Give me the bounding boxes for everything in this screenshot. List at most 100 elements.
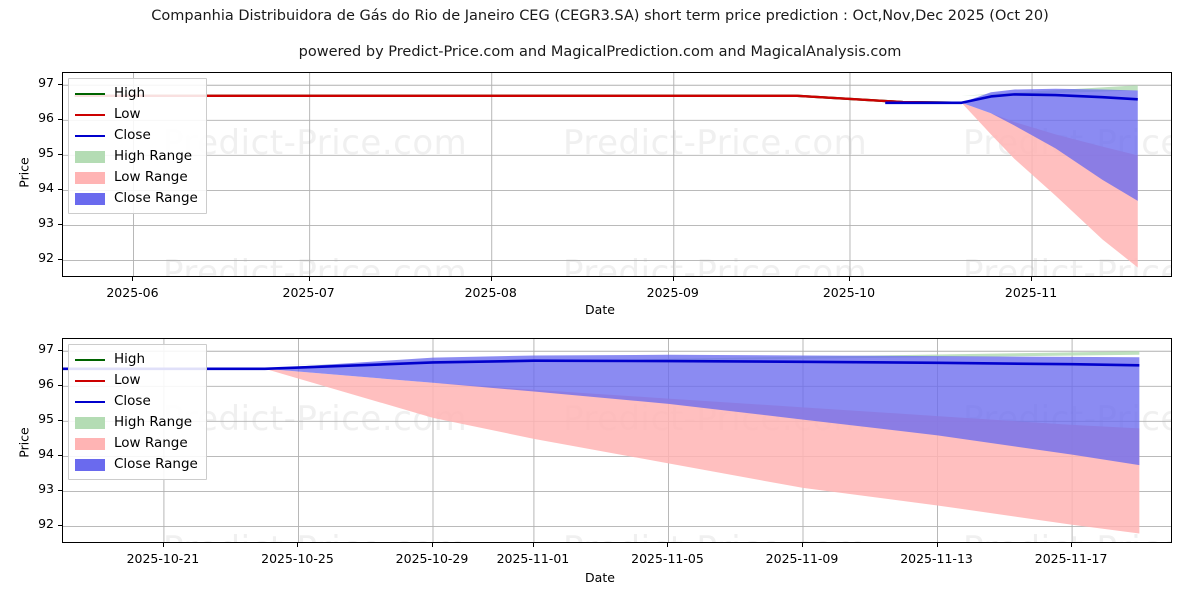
plot-svg-top [63,73,1171,276]
x-axis-label-top: Date [585,302,615,317]
y-tick-label: 95 [38,411,54,427]
y-tick-mark [58,189,62,191]
plot-svg-bottom [63,339,1171,542]
y-tick-label: 96 [38,376,54,392]
y-tick-label: 94 [38,446,54,462]
legend-item-label: Close [114,392,151,409]
legend-line-swatch [75,134,105,137]
x-tick-mark [1071,543,1073,547]
x-tick-mark [162,543,164,547]
y-tick-mark [58,455,62,457]
legend-item-label: High Range [114,413,193,430]
legend-patch-swatch [75,150,105,163]
y-tick-label: 96 [38,110,54,126]
y-tick-label: 92 [38,250,54,266]
plot-area-bottom: Predict-Price.comPredict-Price.comPredic… [62,338,1172,543]
y-tick-label: 93 [38,215,54,231]
legend-line-swatch [75,379,105,382]
y-tick-mark [58,350,62,352]
x-tick-mark [672,277,674,281]
legend-line-swatch [75,400,105,403]
y-tick-mark [58,490,62,492]
x-tick-label: 2025-11-13 [900,551,973,566]
y-tick-label: 95 [38,145,54,161]
x-axis-label-bottom: Date [585,570,615,585]
x-tick-mark [532,543,534,547]
x-tick-label: 2025-11-17 [1034,551,1108,566]
x-tick-label: 2025-11-09 [765,551,839,566]
legend-item-label: Low [114,371,141,388]
x-tick-label: 2025-11 [1004,285,1058,300]
legend-bottom: High Low Close High Range Low Range Close Ran… [68,344,207,480]
x-tick-label: 2025-09 [646,285,699,300]
legend-item-low-range[interactable]: Low Range [75,433,198,454]
legend-item-high-range[interactable]: High Range [75,146,198,167]
y-tick-mark [58,420,62,422]
y-tick-mark [58,525,62,527]
chart-panel-bottom: Price Predict-Price.comPredict-Price.com… [0,310,1200,600]
y-tick-mark [58,224,62,226]
x-tick-label: 2025-07 [282,285,335,300]
legend-item-high-range[interactable]: High Range [75,412,198,433]
legend-item-close-range[interactable]: Close Range [75,188,198,209]
legend-item-low[interactable]: Low [75,104,198,125]
legend-patch-swatch [75,458,105,471]
legend-line-swatch [75,92,105,95]
y-tick-label: 97 [38,75,54,91]
x-tick-label: 2025-08 [464,285,517,300]
x-tick-mark [308,277,310,281]
legend-patch-swatch [75,171,105,184]
x-tick-mark [132,277,134,281]
legend-patch-swatch [75,192,105,205]
x-tick-label: 2025-11-01 [496,551,570,566]
x-tick-label: 2025-10 [822,285,876,300]
legend-item-label: High [114,350,146,367]
x-tick-label: 2025-11-05 [631,551,704,566]
y-tick-mark [58,385,62,387]
legend-item-close[interactable]: Close [75,125,198,146]
legend-item-label: Close [114,126,151,143]
x-tick-mark [667,543,669,547]
legend-item-label: Close Range [114,189,198,206]
x-tick-label: 2025-10-25 [261,551,334,566]
legend-item-low[interactable]: Low [75,370,198,391]
y-tick-label: 92 [38,516,54,532]
y-tick-mark [58,259,62,261]
legend-item-label: Low Range [114,168,188,185]
page-title: Companhia Distribuidora de Gás do Rio de… [151,8,1049,24]
legend-item-label: Low [114,105,141,122]
legend-patch-swatch [75,437,105,450]
x-tick-mark [802,543,803,547]
legend-top: High Low Close High Range Low Range Close Ran… [68,78,207,214]
legend-patch-swatch [75,416,105,429]
legend-item-label: Low Range [114,434,188,451]
x-tick-mark [1031,277,1033,281]
x-tick-label: 2025-10-29 [395,551,469,566]
chart-panel-top: Price Predict-Price.com Predict-Price.com… [17,72,1172,317]
x-tick-mark [297,543,299,547]
y-tick-label: 97 [38,341,54,357]
legend-item-close-range[interactable]: Close Range [75,454,198,475]
x-tick-mark [936,543,938,547]
legend-item-high[interactable]: High [75,83,198,104]
x-tick-mark [848,277,850,281]
page-subtitle: powered by Predict-Price.com and Magical… [298,44,902,60]
x-tick-mark [490,277,492,281]
y-tick-mark [58,84,62,86]
y-tick-label: 93 [38,481,54,497]
legend-item-low-range[interactable]: Low Range [75,167,198,188]
legend-item-label: High [114,84,146,101]
y-tick-label: 94 [38,180,54,196]
x-tick-label: 2025-06 [106,285,159,300]
x-tick-label: 2025-10-21 [126,551,200,566]
legend-item-high[interactable]: High [75,349,198,370]
legend-item-close[interactable]: Close [75,391,198,412]
legend-line-swatch [75,113,105,116]
x-tick-mark [432,543,433,547]
y-tick-mark [58,119,62,121]
legend-item-label: High Range [114,147,193,164]
legend-line-swatch [75,358,105,361]
plot-area-top: Predict-Price.com Predict-Price.com Predic… [62,72,1172,277]
legend-item-label: Close Range [114,455,198,472]
